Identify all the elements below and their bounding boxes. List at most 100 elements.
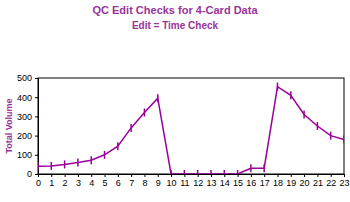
tick-label: 21 [313, 178, 323, 188]
tick-mark [144, 174, 145, 177]
y-axis: 0 100 200 300 400 500 [17, 73, 39, 179]
tick-label: 23 [339, 178, 349, 188]
tick-label: 0 [36, 178, 41, 188]
marker [117, 142, 119, 150]
tick-label: 400 [17, 93, 32, 103]
tick: 1 [49, 174, 54, 188]
subtitle: Edit = Time Check [132, 20, 219, 31]
tick-label: 14 [220, 178, 230, 188]
tick-mark [158, 174, 159, 177]
tick-label: 7 [129, 178, 134, 188]
tick-mark [211, 174, 212, 177]
tick-mark [51, 174, 52, 177]
tick: 23 [339, 174, 349, 188]
tick-mark [118, 174, 119, 177]
tick: 300 [17, 112, 38, 122]
tick: 500 [17, 73, 38, 83]
marker [277, 83, 279, 91]
tick-label: 11 [180, 178, 189, 188]
tick-label: 0 [27, 169, 32, 179]
title: QC Edit Checks for 4-Card Data [92, 4, 258, 16]
tick: 13 [206, 174, 216, 188]
tick-mark [184, 174, 185, 177]
tick-mark [171, 174, 172, 177]
tick: 17 [260, 174, 270, 188]
tick: 3 [76, 174, 81, 188]
tick-label: 15 [233, 178, 243, 188]
tick-label: 19 [286, 178, 296, 188]
tick-label: 200 [17, 131, 32, 141]
tick: 5 [103, 174, 108, 188]
marker [104, 151, 106, 159]
tick: 2 [63, 174, 68, 188]
marker [224, 170, 226, 174]
tick-label: 500 [17, 73, 32, 83]
tick-label: 18 [273, 178, 283, 188]
tick-mark [264, 174, 265, 177]
tick: 8 [142, 174, 147, 188]
marker [290, 91, 292, 99]
tick: 12 [193, 174, 203, 188]
tick-label: 10 [167, 178, 177, 188]
axis-line [35, 79, 39, 175]
tick-label: 17 [260, 178, 270, 188]
tick-mark [198, 174, 199, 177]
tick-label: 100 [17, 150, 32, 160]
plot-frame [38, 78, 344, 174]
tick-mark [331, 174, 332, 177]
tick-label: 16 [246, 178, 256, 188]
tick-label: 6 [116, 178, 121, 188]
marker [77, 158, 79, 166]
tick-mark [35, 174, 38, 175]
tick-mark [35, 78, 38, 79]
marker [343, 135, 344, 143]
tick-label: 3 [76, 178, 81, 188]
marker [197, 170, 199, 174]
tick: 18 [273, 174, 283, 188]
tick: 9 [156, 174, 161, 188]
tick-mark [291, 174, 292, 177]
tick: 21 [313, 174, 323, 188]
marker [64, 160, 66, 168]
tick-mark [91, 174, 92, 177]
marker [303, 110, 305, 118]
tick-label: 12 [193, 178, 203, 188]
tick-label: 8 [142, 178, 147, 188]
tick: 6 [116, 174, 121, 188]
marker [317, 122, 319, 130]
tick-label: 20 [300, 178, 310, 188]
tick-label: 9 [156, 178, 161, 188]
marker [330, 132, 332, 140]
tick: 7 [129, 174, 134, 188]
marker [170, 170, 172, 174]
tick: 4 [89, 174, 94, 188]
x-axis: 01234567891011121314151617181920212223 [36, 174, 350, 188]
tick-label: 2 [63, 178, 68, 188]
plot: 0100200300400500012345678910111213141516… [17, 73, 350, 188]
series [38, 83, 344, 174]
tick: 11 [180, 174, 189, 188]
tick-label: 1 [49, 178, 54, 188]
tick-mark [35, 136, 38, 137]
tick: 19 [286, 174, 296, 188]
tick-mark [131, 174, 132, 177]
chart: QC Edit Checks for 4-Card Data Edit = Tim… [0, 0, 350, 202]
marker [210, 170, 212, 174]
marker [130, 124, 132, 132]
tick: 400 [17, 93, 38, 103]
tick-mark [35, 97, 38, 98]
tick: 10 [167, 174, 177, 188]
tick-label: 300 [17, 112, 32, 122]
tick-label: 13 [206, 178, 216, 188]
marker [237, 170, 239, 174]
marker [184, 170, 186, 174]
tick-mark [224, 174, 225, 177]
tick-label: 4 [89, 178, 94, 188]
tick-mark [304, 174, 305, 177]
marker [51, 162, 53, 170]
marker [90, 156, 92, 164]
tick-label: 5 [103, 178, 108, 188]
marker [263, 164, 265, 172]
tick: 20 [300, 174, 310, 188]
tick-mark [35, 116, 38, 117]
